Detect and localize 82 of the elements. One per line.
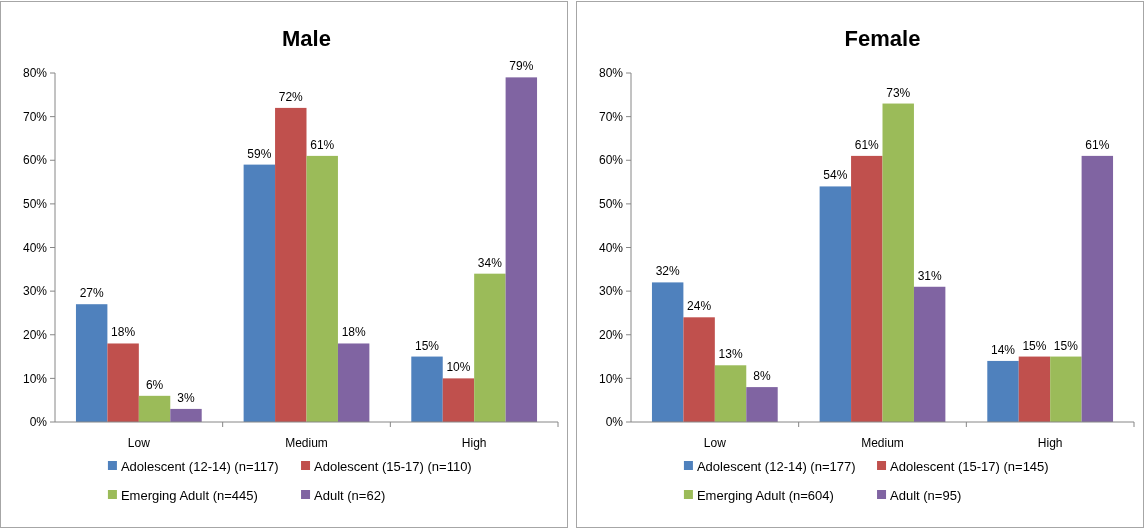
y-tick-label: 80% <box>598 66 624 81</box>
data-label: 13% <box>718 347 743 362</box>
bar <box>1050 356 1082 422</box>
bar <box>746 387 778 422</box>
legend-label: Adult (n=95) <box>890 487 962 503</box>
data-label: 24% <box>687 299 712 314</box>
bar <box>337 343 370 422</box>
data-label: 15% <box>1053 338 1079 353</box>
bar <box>306 155 338 422</box>
data-label: 79% <box>509 59 534 74</box>
legend-label: Adolescent (15-17) (n=145) <box>890 458 1049 474</box>
legend-label: Adolescent (15-17) (n=110) <box>314 458 472 474</box>
bar <box>714 365 747 422</box>
y-tick-label: 10% <box>598 371 624 386</box>
bar <box>442 378 475 422</box>
y-tick-label: 60% <box>598 153 624 168</box>
data-label: 59% <box>247 146 272 161</box>
y-tick-label: 30% <box>598 284 624 299</box>
bar <box>882 103 914 422</box>
x-tick-label: Low <box>127 436 151 450</box>
bar <box>170 408 202 422</box>
y-tick-label: 10% <box>22 371 48 386</box>
y-tick-label: 0% <box>605 415 624 430</box>
data-label: 61% <box>1085 137 1110 152</box>
bar <box>505 77 538 422</box>
y-tick-label: 50% <box>22 197 48 212</box>
y-tick-label: 0% <box>29 415 48 430</box>
x-tick-label: Low <box>703 436 727 450</box>
bar <box>851 155 883 422</box>
bar <box>75 304 108 422</box>
bar <box>913 286 946 422</box>
bar <box>138 395 171 422</box>
bar <box>275 107 307 422</box>
y-tick-label: 70% <box>598 109 624 124</box>
y-tick-label: 40% <box>598 240 624 255</box>
y-tick-label: 70% <box>22 109 48 124</box>
bar <box>243 164 276 422</box>
x-tick-label: Medium <box>861 436 904 450</box>
data-label: 34% <box>477 255 503 270</box>
data-label: 14% <box>990 342 1016 357</box>
data-label: 10% <box>446 360 471 375</box>
y-tick-label: 20% <box>598 327 624 342</box>
x-tick-label: High <box>1037 436 1063 450</box>
bar <box>819 186 852 422</box>
legend-label: Adolescent (12-14) (n=177) <box>696 458 856 474</box>
data-label: 6% <box>145 377 164 392</box>
bar <box>411 356 443 422</box>
bar <box>1081 155 1114 422</box>
bar <box>107 343 139 422</box>
y-tick-label: 30% <box>22 284 48 299</box>
data-label: 18% <box>341 325 366 340</box>
data-label: 15% <box>1022 338 1047 353</box>
bar <box>651 282 684 422</box>
bar <box>683 317 715 422</box>
y-tick-label: 80% <box>22 66 48 81</box>
data-label: 31% <box>917 268 942 283</box>
data-label: 61% <box>854 137 880 152</box>
data-label: 27% <box>79 286 105 301</box>
bar <box>474 273 506 422</box>
data-label: 3% <box>177 390 195 405</box>
data-label: 73% <box>886 85 911 100</box>
data-label: 18% <box>111 325 136 340</box>
bar <box>987 360 1019 422</box>
bar <box>1018 356 1051 422</box>
chart-title: Male <box>282 26 331 51</box>
data-label: 54% <box>823 168 848 183</box>
y-tick-label: 50% <box>598 197 624 212</box>
y-tick-label: 40% <box>22 240 48 255</box>
chart-title: Female <box>844 26 921 51</box>
x-tick-label: Medium <box>285 436 328 450</box>
data-label: 72% <box>278 89 304 104</box>
data-label: 61% <box>310 137 335 152</box>
data-label: 32% <box>655 264 681 279</box>
y-tick-label: 60% <box>22 153 48 168</box>
legend-label: Emerging Adult (n=604) <box>696 487 834 503</box>
legend-label: Adult (n=62) <box>314 487 386 503</box>
data-label: 8% <box>753 369 771 384</box>
data-label: 15% <box>414 338 440 353</box>
x-tick-label: High <box>461 436 487 450</box>
legend-label: Emerging Adult (n=445) <box>120 487 258 503</box>
y-tick-label: 20% <box>22 327 48 342</box>
legend-label: Adolescent (12-14) (n=117) <box>120 458 279 474</box>
